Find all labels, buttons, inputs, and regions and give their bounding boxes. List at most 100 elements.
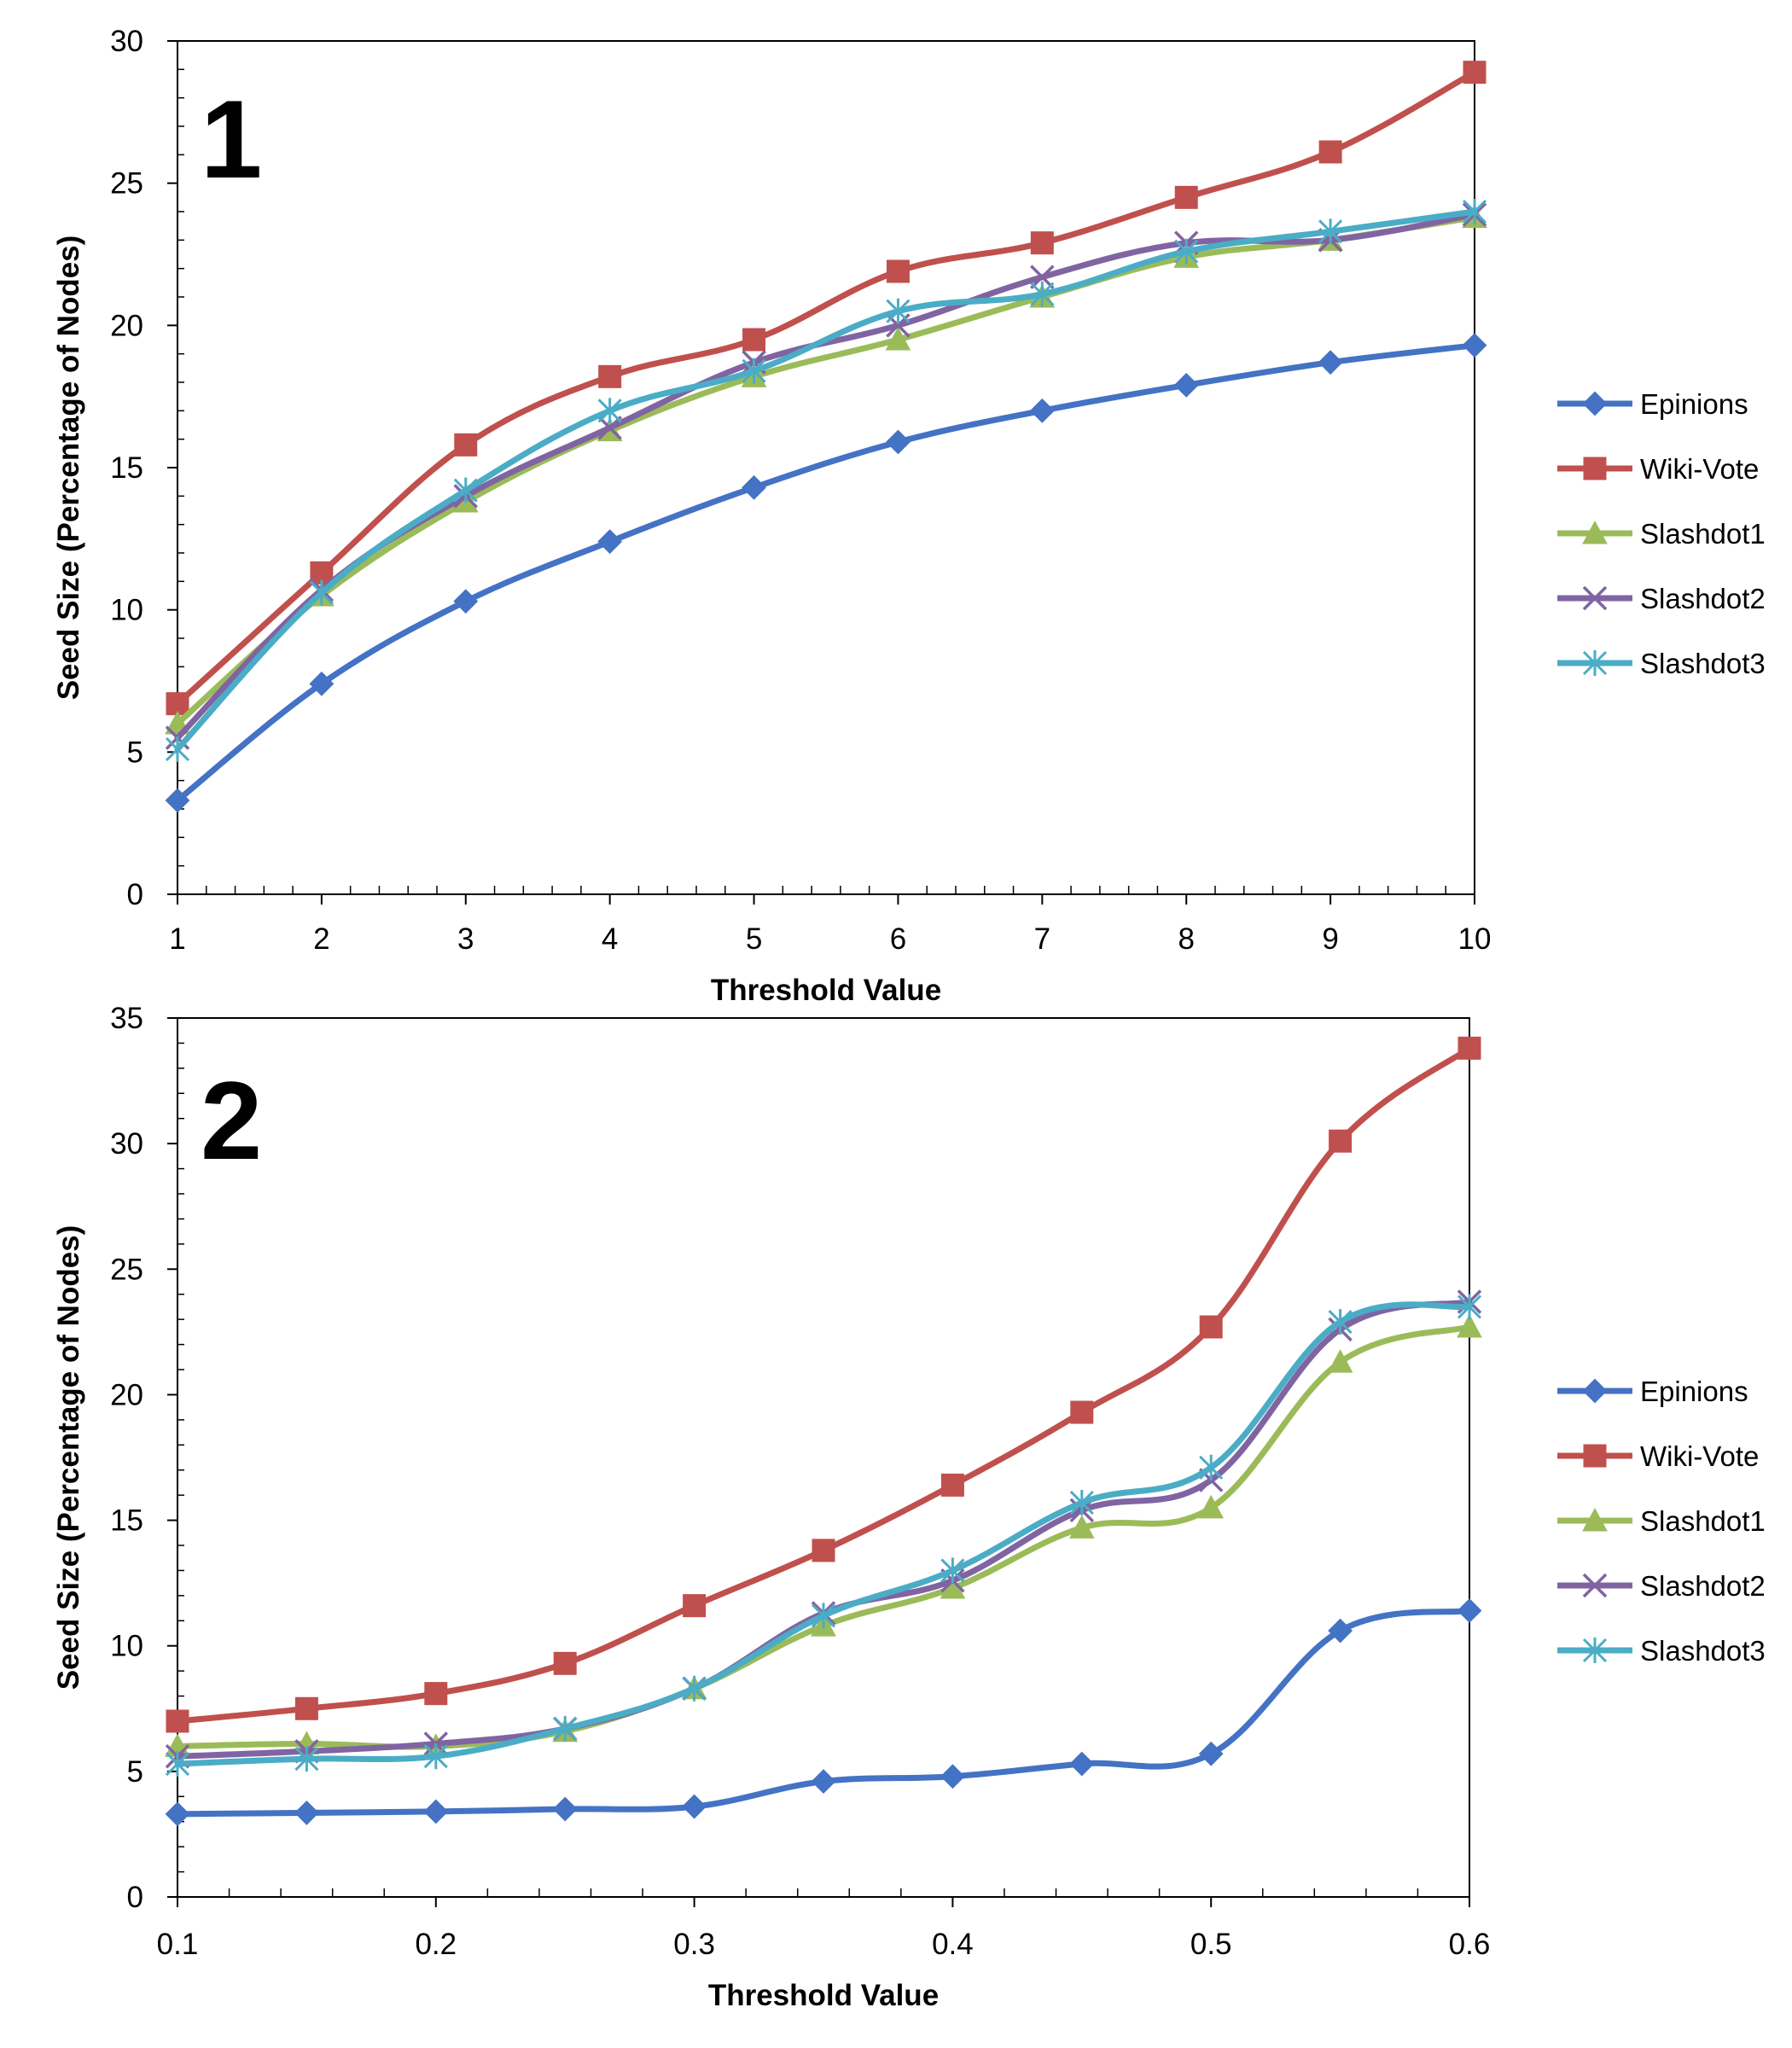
data-point-wiki-vote <box>683 1594 707 1618</box>
data-point-wiki-vote <box>812 1539 835 1562</box>
legend-marker <box>1582 1507 1608 1532</box>
data-point-slashdot3 <box>1069 1489 1094 1516</box>
data-point-wiki-vote <box>598 364 622 388</box>
legend-item-wiki-vote: Wiki-Vote <box>1557 453 1759 485</box>
data-point-slashdot3 <box>597 398 622 424</box>
data-point-slashdot1 <box>1198 1494 1225 1519</box>
y-tick-label: 10 <box>110 1630 143 1663</box>
data-point-slashdot2 <box>597 416 622 440</box>
data-point-slashdot3 <box>294 1746 319 1772</box>
data-point-epinions <box>682 1794 707 1819</box>
legend-item-slashdot1: Slashdot1 <box>1557 1505 1766 1537</box>
legend-label: Wiki-Vote <box>1640 453 1759 485</box>
legend: Epinions Wiki-Vote Slashdot1 Slashdot2 Slash… <box>1557 1376 1766 1667</box>
data-point-wiki-vote <box>940 1473 964 1497</box>
y-tick-label: 5 <box>127 736 143 769</box>
x-tick-label: 0.4 <box>932 1928 974 1961</box>
panel-label: 2 <box>201 1058 262 1183</box>
data-point-epinions <box>1198 1741 1224 1766</box>
data-point-slashdot1 <box>1068 1515 1095 1539</box>
x-tick-label: 3 <box>457 922 474 956</box>
y-tick-label: 25 <box>110 1253 143 1286</box>
data-point-epinions <box>1462 333 1487 358</box>
data-point-epinions <box>1069 1751 1095 1777</box>
x-tick-label: 8 <box>1178 922 1194 956</box>
data-point-slashdot3 <box>682 1675 707 1702</box>
y-tick-label: 35 <box>110 1002 143 1035</box>
legend-marker <box>1582 520 1608 544</box>
legend-marker <box>1582 1378 1608 1404</box>
y-tick-label: 5 <box>127 1755 143 1789</box>
legend-marker <box>1583 457 1607 480</box>
series-epinions <box>165 333 1487 813</box>
data-point-epinions <box>309 671 335 696</box>
data-point-wiki-vote <box>1070 1400 1094 1424</box>
y-tick-label: 20 <box>110 1378 143 1411</box>
x-tick-label: 0.1 <box>157 1928 199 1961</box>
series-epinions <box>165 1598 1482 1827</box>
x-tick-label: 1 <box>169 922 185 956</box>
data-point-slashdot3 <box>1199 1454 1224 1481</box>
legend-item-wiki-vote: Wiki-Vote <box>1557 1440 1759 1472</box>
legend-label: Slashdot2 <box>1640 1570 1766 1602</box>
data-point-wiki-vote <box>166 1709 189 1733</box>
data-point-slashdot3 <box>1457 1294 1482 1320</box>
x-tick-label: 0.5 <box>1190 1928 1232 1961</box>
x-tick-label: 2 <box>313 922 329 956</box>
y-axis-title: Seed Size (Percentage of Nodes) <box>52 236 85 701</box>
data-point-epinions <box>1173 372 1199 398</box>
data-point-slashdot3 <box>886 298 911 324</box>
data-point-wiki-vote <box>1463 61 1487 84</box>
x-tick-label: 6 <box>890 922 906 956</box>
data-point-wiki-vote <box>424 1682 448 1706</box>
data-point-slashdot3 <box>423 1743 448 1770</box>
data-point-epinions <box>294 1801 319 1825</box>
panel-label: 1 <box>201 77 262 201</box>
y-tick-label: 0 <box>127 1881 143 1914</box>
x-tick-label: 9 <box>1322 922 1338 956</box>
x-tick-label: 4 <box>602 922 618 956</box>
legend-label: Epinions <box>1640 388 1748 420</box>
chart-1: 0 5 10 15 20 25 30 1 2 3 4 5 6 7 8 9 10 Threshold Value Se… <box>52 25 1766 1007</box>
x-axis-title: Threshold Value <box>711 974 941 1007</box>
data-point-wiki-vote <box>886 259 910 283</box>
legend-item-slashdot3: Slashdot3 <box>1557 648 1766 679</box>
legend-marker <box>1582 1573 1608 1598</box>
y-tick-label: 30 <box>110 25 143 58</box>
data-point-epinions <box>1029 398 1055 423</box>
data-point-slashdot3 <box>309 579 334 606</box>
data-point-epinions <box>597 529 623 555</box>
legend-item-epinions: Epinions <box>1557 388 1748 420</box>
data-point-epinions <box>453 589 479 614</box>
y-tick-label: 25 <box>110 167 143 201</box>
legend-label: Slashdot3 <box>1640 648 1766 679</box>
legend-label: Wiki-Vote <box>1640 1440 1759 1472</box>
data-point-epinions <box>1328 1618 1353 1644</box>
x-tick-label: 10 <box>1458 922 1492 956</box>
x-tick-label: 0.3 <box>673 1928 715 1961</box>
data-point-wiki-vote <box>1030 231 1054 255</box>
y-tick-label: 15 <box>110 451 143 485</box>
series-line-epinions <box>174 342 1478 804</box>
y-axis-title: Seed Size (Percentage of Nodes) <box>52 1225 85 1690</box>
series-wiki-vote <box>166 61 1487 716</box>
data-point-epinions <box>1457 1598 1482 1623</box>
plot-area-frame <box>177 1017 1470 1898</box>
legend-marker <box>1582 1638 1608 1663</box>
data-point-epinions <box>552 1796 578 1822</box>
series-slashdot3 <box>165 1294 1482 1777</box>
legend-item-epinions: Epinions <box>1557 1376 1748 1407</box>
data-point-wiki-vote <box>742 328 766 352</box>
data-point-wiki-vote <box>1199 1315 1223 1339</box>
legend: Epinions Wiki-Vote Slashdot1 Slashdot2 Slash… <box>1557 388 1766 679</box>
data-point-epinions <box>1318 350 1343 375</box>
legend-marker-stroke-b <box>1582 585 1608 611</box>
series-line-slashdot3 <box>174 208 1478 753</box>
data-point-wiki-vote <box>1457 1036 1481 1060</box>
data-point-epinions <box>940 1764 965 1789</box>
legend-label: Slashdot3 <box>1640 1635 1766 1667</box>
legend-marker <box>1582 650 1608 676</box>
data-point-wiki-vote <box>454 433 478 457</box>
data-point-slashdot1 <box>1327 1349 1353 1373</box>
